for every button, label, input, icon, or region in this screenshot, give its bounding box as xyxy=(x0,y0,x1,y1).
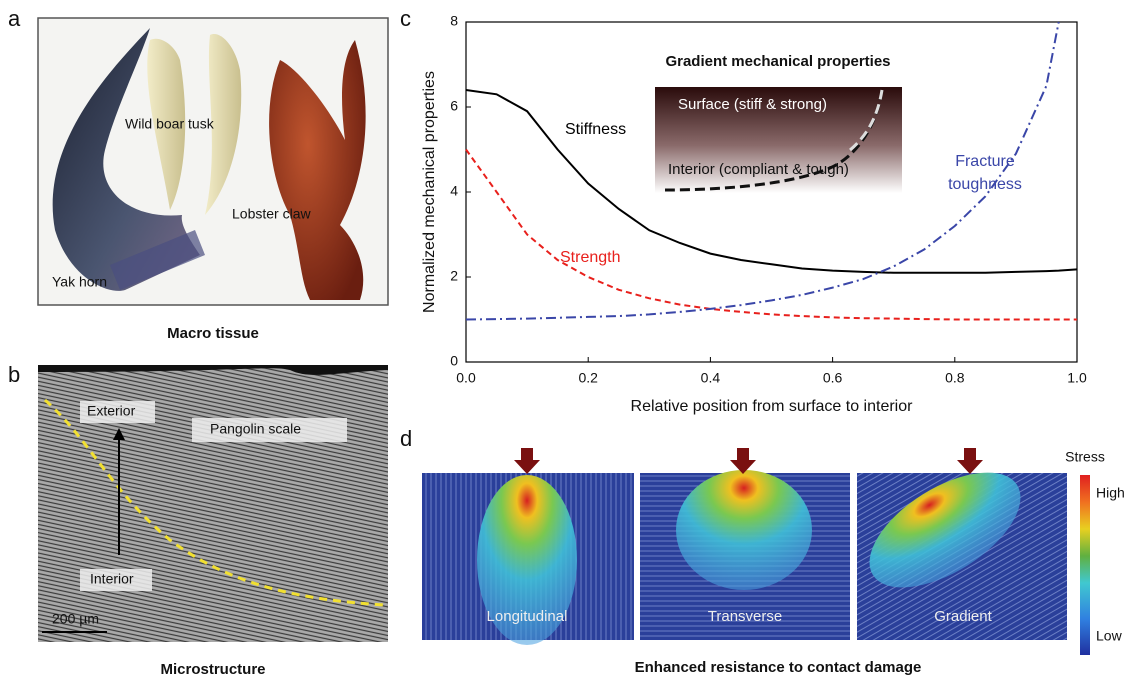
figure-svg: a b c d Wild boar tusk Lobster claw Yak … xyxy=(0,0,1127,678)
x-tick-label: 0.6 xyxy=(823,370,843,386)
panel-caption: Enhanced resistance to contact damage xyxy=(635,659,922,676)
y-tick-label: 0 xyxy=(450,353,458,369)
panel-label: a xyxy=(8,6,21,31)
series-label: Fracture toughness xyxy=(940,150,1030,196)
micrograph-label: Pangolin scale xyxy=(210,421,301,437)
panel-label: c xyxy=(400,6,411,31)
colorbar-label: Low xyxy=(1096,628,1123,644)
photo-label: Wild boar tusk xyxy=(125,116,215,132)
photo-label: Lobster claw xyxy=(232,206,311,222)
micrograph-label: Interior xyxy=(90,571,134,587)
annotation: Surface (stiff & strong) xyxy=(678,96,827,113)
simulation-label: Gradient xyxy=(934,608,992,625)
x-axis-label: Relative position from surface to interi… xyxy=(631,398,914,415)
simulation-label: Transverse xyxy=(708,608,782,625)
series-label: Stiffness xyxy=(565,121,626,138)
y-tick-label: 6 xyxy=(450,98,458,114)
panel-caption: Microstructure xyxy=(160,661,265,678)
y-tick-label: 8 xyxy=(450,13,458,29)
photo-label: Yak horn xyxy=(52,274,107,290)
annotation: Interior (compliant & tough) xyxy=(668,161,849,178)
colorbar-title: Stress xyxy=(1065,449,1105,465)
figure: a b c d Wild boar tusk Lobster claw Yak … xyxy=(0,0,1127,678)
simulation-label: Longitudinal xyxy=(487,608,568,625)
x-tick-label: 0.4 xyxy=(701,370,721,386)
panel-label: b xyxy=(8,362,20,387)
panel-a-photo xyxy=(38,18,388,305)
x-tick-label: 0.8 xyxy=(945,370,965,386)
panel-label: d xyxy=(400,426,412,451)
colorbar-label: High xyxy=(1096,485,1125,501)
series-label: Strength xyxy=(560,249,620,266)
y-tick-label: 2 xyxy=(450,268,458,284)
x-tick-label: 0.0 xyxy=(456,370,476,386)
scale-bar-label: 200 µm xyxy=(52,611,99,627)
y-axis-label: Normalized mechanical properties xyxy=(421,71,438,313)
x-tick-label: 0.2 xyxy=(578,370,598,386)
y-tick-label: 4 xyxy=(450,183,458,199)
annotation: Gradient mechanical properties xyxy=(665,53,890,70)
x-tick-label: 1.0 xyxy=(1067,370,1087,386)
panel-caption: Macro tissue xyxy=(167,325,259,342)
micrograph-label: Exterior xyxy=(87,403,136,419)
